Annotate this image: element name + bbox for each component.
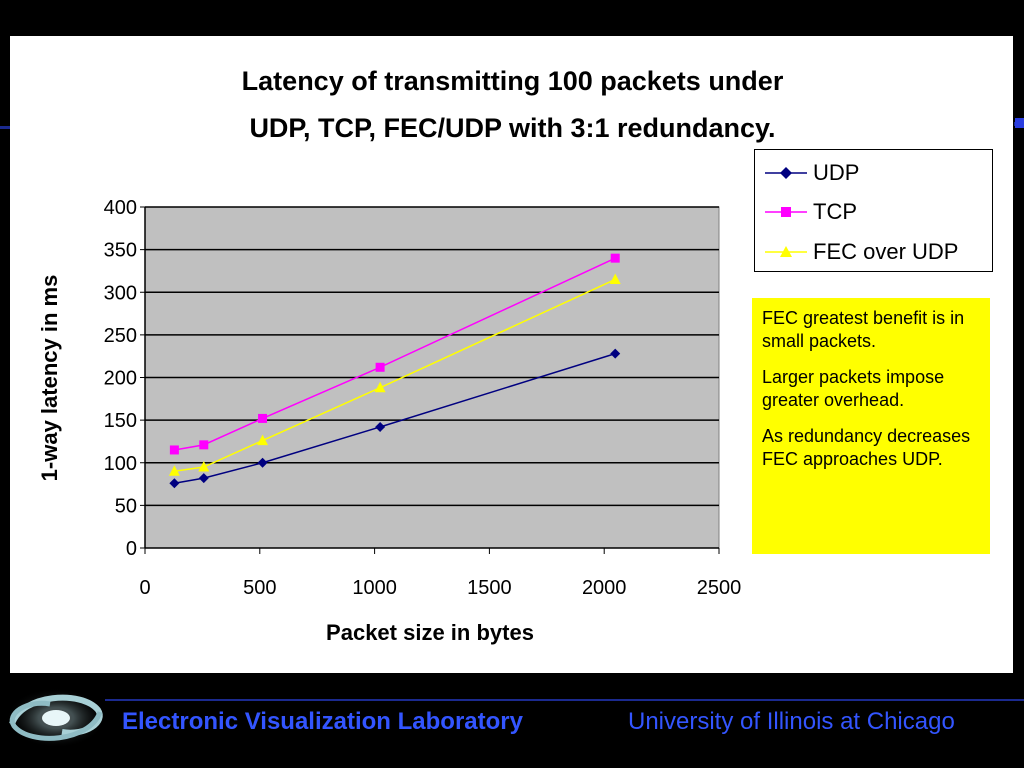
data-point-tcp-4 — [610, 253, 620, 263]
x-axis-label: Packet size in bytes — [326, 620, 534, 645]
legend-marker-udp — [765, 167, 807, 179]
data-point-fec-over-udp-2 — [257, 434, 269, 446]
data-point-udp-2 — [257, 457, 268, 468]
data-point-tcp-3 — [375, 362, 385, 372]
tick-label-y-300: 300 — [104, 282, 137, 304]
chart-title: Latency of transmitting 100 packets unde… — [140, 58, 885, 152]
footer-lab-name: Electronic Visualization Laboratory — [122, 708, 523, 735]
data-point-udp-3 — [375, 421, 386, 432]
data-point-udp-4 — [610, 348, 621, 359]
data-point-tcp-2 — [258, 413, 268, 423]
galaxy-swirl-icon — [6, 688, 106, 748]
tick-label-y-250: 250 — [104, 325, 137, 347]
tick-label-y-200: 200 — [104, 368, 137, 390]
footer-university-name: University of Illinois at Chicago — [628, 708, 955, 735]
chart-title-line-2: UDP, TCP, FEC/UDP with 3:1 redundancy. — [249, 113, 776, 143]
tick-label-x-1500: 1500 — [467, 577, 512, 599]
legend-label-fec: FEC over UDP — [813, 239, 959, 264]
tick-label-y-0: 0 — [126, 538, 137, 560]
legend-item-tcp: TCP — [763, 197, 857, 227]
data-point-fec-over-udp-0 — [168, 465, 180, 476]
legend-marker-tcp — [765, 207, 807, 217]
data-point-fec-over-udp-4 — [609, 273, 621, 284]
tick-label-y-150: 150 — [104, 410, 137, 432]
tick-label-y-100: 100 — [104, 453, 137, 475]
tick-label-y-350: 350 — [104, 240, 137, 262]
y-axis-label: 1-way latency in ms — [37, 275, 62, 482]
tick-label-x-500: 500 — [243, 577, 276, 599]
tick-label-y-50: 50 — [115, 495, 137, 517]
legend-label-udp: UDP — [813, 160, 860, 185]
tick-label-x-0: 0 — [139, 577, 150, 599]
decorative-square — [1015, 118, 1024, 128]
tick-label-x-2500: 2500 — [697, 577, 742, 599]
data-point-tcp-1 — [199, 440, 209, 450]
data-point-fec-over-udp-3 — [374, 381, 386, 393]
data-point-udp-0 — [169, 478, 180, 489]
legend-label-tcp: TCP — [813, 199, 857, 224]
legend-marker-fec — [765, 246, 807, 257]
data-point-udp-1 — [198, 473, 209, 484]
data-point-fec-over-udp-1 — [198, 461, 210, 472]
footer-divider — [105, 699, 1024, 701]
tick-label-x-1000: 1000 — [352, 577, 397, 599]
legend-item-udp: UDP — [763, 158, 859, 188]
tick-label-x-2000: 2000 — [582, 577, 627, 599]
note-2: Larger packets impose greater overhead. — [762, 367, 945, 410]
note-1: FEC greatest benefit is in small packets… — [762, 308, 965, 351]
chart-title-line-1: Latency of transmitting 100 packets unde… — [241, 66, 784, 96]
annotation-box: FEC greatest benefit is in small packets… — [752, 298, 990, 554]
legend-item-fec: FEC over UDP — [763, 237, 958, 267]
note-3: As redundancy decreases FEC approaches U… — [762, 426, 971, 469]
decorative-line-left — [0, 126, 10, 129]
chart-legend: UDP TCP FEC over UDP — [754, 149, 993, 272]
tick-label-y-400: 400 — [104, 197, 137, 219]
data-point-tcp-0 — [169, 445, 179, 455]
